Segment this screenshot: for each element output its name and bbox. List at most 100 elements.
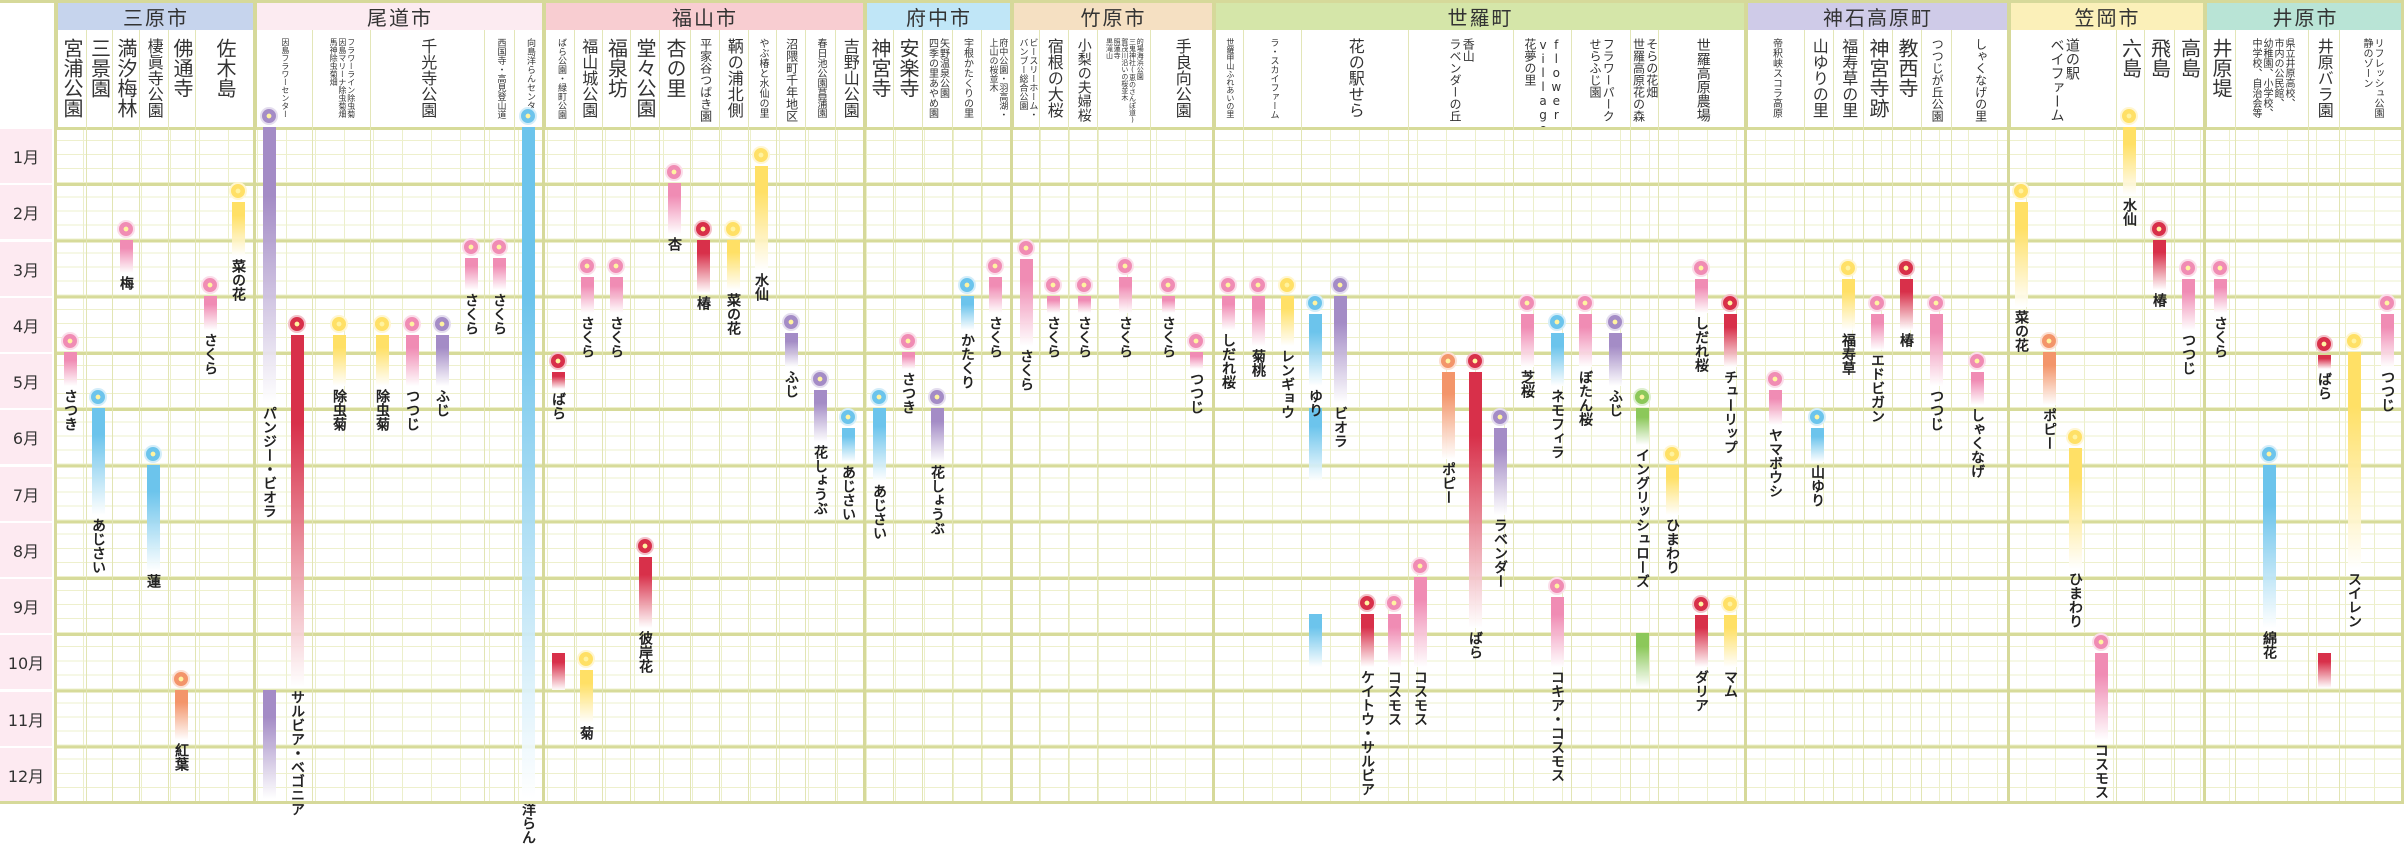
bloom-period-bar [291, 335, 304, 687]
flower-icon [665, 163, 683, 182]
place-divider [805, 127, 806, 802]
place-header: 手良向公園 [1150, 30, 1213, 127]
month-label: 3月 [0, 241, 52, 296]
place-header: 世羅甲山ふれあいの里 [1213, 30, 1243, 127]
flower-label: ふじ [1607, 388, 1623, 417]
place-header: 平家谷つばき園 [690, 30, 719, 127]
flower-icon [1358, 594, 1376, 613]
flower-label: 花しょうぶ [812, 445, 828, 515]
month-label: 6月 [0, 410, 52, 465]
bloom-period-bar [1551, 596, 1564, 667]
place-name: 手良向公園 [1172, 38, 1192, 118]
flower-icon [1692, 595, 1710, 614]
bloom-period-bar [1521, 314, 1534, 368]
bloom-period-bar [1222, 295, 1235, 330]
bloom-period-bar [814, 389, 827, 442]
flower-icon [1692, 258, 1710, 277]
flower-label: 杏 [666, 236, 682, 251]
flower-icon [403, 315, 421, 334]
region-header: 神石高原町 [1745, 2, 2008, 30]
region-divider [2203, 0, 2206, 804]
bloom-period-bar [961, 295, 974, 330]
place-name: 向島洋らんセンター [524, 38, 535, 119]
flower-icon [899, 332, 917, 350]
flower-icon [2150, 219, 2168, 238]
flower-icon [1721, 595, 1739, 614]
place-header: 満汐梅林 [112, 30, 139, 127]
bloom-period-bar [1309, 314, 1322, 386]
flower-icon [1249, 275, 1267, 294]
place-name: 的場海浜公園 [1136, 38, 1145, 80]
bloom-period-bar [1971, 371, 1984, 406]
flower-icon [1075, 275, 1093, 294]
flower-label: 菜の花 [230, 259, 246, 302]
place-divider [952, 127, 953, 802]
region-header: 井原市 [2204, 2, 2404, 30]
flower-label: パンジー・ビオラ [261, 405, 277, 518]
flower-label: つつじ [1188, 371, 1204, 414]
place-name: 杏の里 [663, 38, 687, 98]
place-name: 六島 [2118, 38, 2143, 78]
place-header: やぶ椿と水仙の里 [748, 30, 776, 127]
place-divider [514, 127, 515, 802]
place-name: 花夢の里 [1522, 38, 1537, 86]
month-label: 12月 [0, 747, 52, 802]
month-label: 4月 [0, 297, 52, 352]
flower-label: ひまわり [2067, 571, 2083, 628]
place-divider [893, 127, 894, 802]
flower-label: さくら [987, 315, 1003, 358]
place-name: 静のゾーン [2361, 38, 2372, 88]
bloom-period-bar [581, 277, 594, 313]
flower-icon [462, 238, 480, 257]
place-name: リフレッシュ公園 [2372, 38, 2383, 118]
place-divider [776, 127, 777, 802]
place-divider [2308, 127, 2309, 802]
bloom-period-bar [1724, 615, 1737, 667]
bloom-period-bar [2182, 278, 2195, 330]
place-header: そらの花畑 世羅高原花の森 [1630, 30, 1658, 127]
bloom-period-bar [493, 258, 506, 291]
bloom-period-bar [2348, 352, 2361, 569]
flower-icon [2012, 181, 2030, 200]
place-name: 因島フラワーセンター [280, 38, 290, 118]
place-name: 四季の里あやめ園 [926, 38, 938, 118]
bloom-period-bar [1579, 314, 1592, 368]
place-divider [748, 127, 749, 802]
flower-label: 梅 [118, 276, 134, 291]
place-header: 山ゆりの里 [1804, 30, 1833, 127]
month-label: 9月 [0, 579, 52, 633]
flower-icon [1897, 258, 1915, 277]
place-name: 福寿草の里 [1839, 38, 1859, 118]
place-divider [1833, 127, 1834, 802]
flower-label: ふじ [434, 388, 450, 417]
place-header: 福寿草の里 [1833, 30, 1863, 127]
flower-icon [1159, 275, 1177, 294]
place-divider [312, 127, 313, 802]
place-header: 神宮寺 [864, 30, 893, 127]
place-header: 吉野山公園 [835, 30, 864, 127]
place-name: 満汐梅林 [114, 38, 138, 118]
region-divider [54, 0, 57, 804]
place-name: 佛通寺 [170, 38, 194, 98]
flower-icon [839, 407, 857, 426]
bloom-period-bar [639, 557, 652, 628]
bloom-period-bar [580, 670, 593, 724]
bloom-period-bar [989, 277, 1002, 313]
bloom-period-bar [727, 239, 740, 291]
place-divider [922, 127, 923, 802]
flower-icon [2179, 258, 2197, 277]
flower-label: イングリッシュローズ [1634, 447, 1650, 588]
place-header: ラ・スカイファーム [1243, 30, 1301, 127]
flower-icon [201, 275, 219, 294]
flower-label: 彼岸花 [637, 630, 653, 673]
place-divider [602, 127, 603, 802]
flower-icon [1606, 313, 1624, 332]
place-name: 井原バラ園 [2314, 38, 2334, 118]
flower-icon [1278, 275, 1296, 294]
flower-label: 菜の花 [725, 293, 741, 336]
bloom-period-bar [406, 335, 419, 386]
place-name: 教西寺 [1895, 38, 1919, 98]
place-divider [1301, 127, 1302, 802]
place-divider [168, 127, 169, 802]
flower-label: つつじ [2379, 370, 2395, 413]
